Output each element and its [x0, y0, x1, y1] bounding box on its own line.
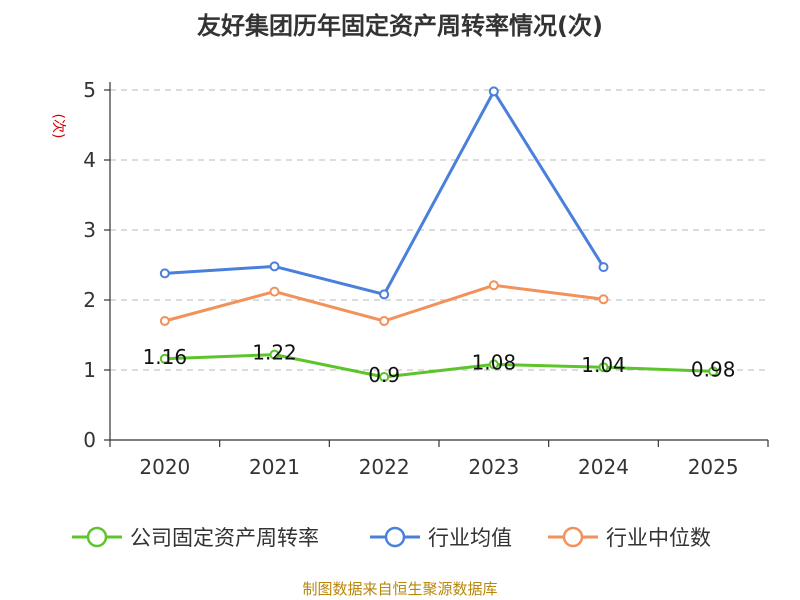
point-0-2024[interactable] [598, 362, 609, 373]
legend-swatch-marker-0[interactable] [86, 526, 108, 548]
point-2-2024[interactable] [598, 294, 609, 305]
y-tick-label-3: 3 [83, 218, 96, 242]
legend-label-2[interactable]: 行业中位数 [606, 526, 711, 550]
point-0-2022[interactable] [379, 372, 390, 382]
data-label-2020: 1.16 [143, 345, 188, 369]
chart-title: 友好集团历年固定资产周转率情况(次) [197, 12, 603, 40]
point-0-2025[interactable] [708, 366, 719, 377]
series-layer [159, 86, 719, 382]
legend-swatch-marker-2[interactable] [562, 526, 584, 548]
y-axis-label: (次) [50, 114, 66, 139]
axes: 0 1 2 3 4 5 2020 2021 2022 2023 2024 2025 [83, 78, 769, 479]
y-tick-label-0: 0 [83, 428, 96, 452]
data-labels: 1.16 1.22 0.9 1.08 1.04 0.98 [143, 341, 736, 387]
x-tick-label-2022: 2022 [359, 455, 410, 479]
legend-swatch-marker-1[interactable] [384, 526, 406, 548]
data-label-2025: 0.98 [691, 357, 736, 381]
point-2-2021[interactable] [269, 286, 280, 297]
point-1-2023[interactable] [488, 86, 499, 97]
point-1-2020[interactable] [159, 268, 170, 279]
y-tick-label-4: 4 [83, 148, 96, 172]
y-tick-label-1: 1 [83, 358, 96, 382]
x-tick-label-2020: 2020 [139, 455, 190, 479]
y-tick-label-2: 2 [83, 288, 96, 312]
point-2-2020[interactable] [159, 316, 170, 326]
series-line-1 [164, 89, 605, 296]
x-tick-label-2023: 2023 [468, 455, 519, 479]
point-2-2023[interactable] [488, 280, 499, 291]
point-1-2024[interactable] [598, 262, 609, 273]
x-tick-label-2021: 2021 [249, 455, 300, 479]
source-note: 制图数据来自恒生聚源数据库 [302, 580, 497, 598]
gridlines [110, 89, 768, 371]
point-0-2020[interactable] [159, 353, 170, 364]
point-2-2022[interactable] [379, 316, 390, 326]
point-0-2023[interactable] [488, 359, 499, 370]
data-label-2023: 1.08 [472, 350, 517, 374]
data-label-2022: 0.9 [368, 363, 400, 387]
legend[interactable]: 公司固定资产周转率 行业均值 行业中位数 [72, 526, 711, 550]
y-tick-label-5: 5 [83, 78, 96, 102]
data-label-2021: 1.22 [252, 341, 297, 365]
point-0-2021[interactable] [269, 349, 280, 360]
x-tick-label-2025: 2025 [688, 455, 739, 479]
series-line-0 [164, 353, 714, 379]
legend-label-1[interactable]: 行业均值 [428, 526, 512, 550]
legend-label-0[interactable]: 公司固定资产周转率 [130, 526, 319, 550]
point-1-2021[interactable] [269, 261, 280, 272]
x-tick-label-2024: 2024 [578, 455, 629, 479]
data-label-2024: 1.04 [581, 353, 626, 377]
point-1-2022[interactable] [379, 289, 390, 300]
